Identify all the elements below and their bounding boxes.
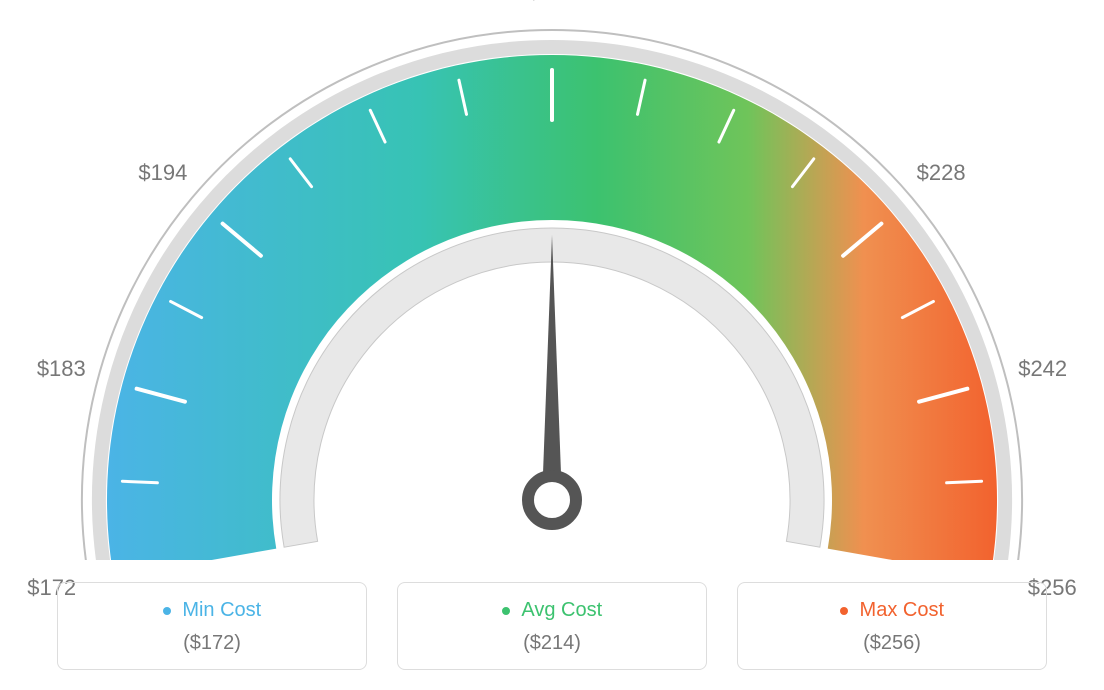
gauge-tick-label: $242	[1018, 356, 1067, 382]
legend-value-min: ($172)	[68, 632, 356, 655]
gauge-svg	[0, 0, 1104, 560]
bullet-min	[163, 607, 171, 615]
legend-label-max: Max Cost	[860, 599, 944, 621]
gauge-tick-label: $183	[37, 356, 86, 382]
legend-card-min: Min Cost ($172)	[57, 582, 367, 670]
bullet-avg	[502, 607, 510, 615]
legend-value-avg: ($214)	[408, 632, 696, 655]
legend-card-avg: Avg Cost ($214)	[397, 582, 707, 670]
gauge-tick-label: $194	[138, 160, 187, 186]
legend-card-max: Max Cost ($256)	[737, 582, 1047, 670]
legend-label-min: Min Cost	[182, 599, 261, 621]
legend-title-min: Min Cost	[68, 599, 356, 622]
legend-value-max: ($256)	[748, 632, 1036, 655]
gauge-container: $172$183$194$214$228$242$256	[0, 0, 1104, 560]
legend-title-max: Max Cost	[748, 599, 1036, 622]
gauge-tick-label: $214	[528, 0, 577, 5]
legend-label-avg: Avg Cost	[521, 599, 602, 621]
legend-title-avg: Avg Cost	[408, 599, 696, 622]
legend-row: Min Cost ($172) Avg Cost ($214) Max Cost…	[0, 582, 1104, 670]
gauge-tick-label: $228	[917, 160, 966, 186]
bullet-max	[840, 607, 848, 615]
